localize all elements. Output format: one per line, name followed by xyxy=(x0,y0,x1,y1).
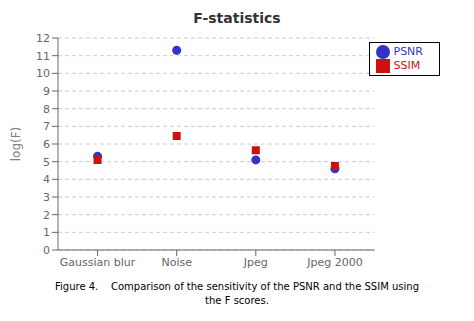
html-text:F-statistics: F-statistics xyxy=(193,10,281,26)
svg-text:5: 5 xyxy=(43,156,50,169)
svg-text:Gaussian blur: Gaussian blur xyxy=(60,256,136,269)
svg-text:10: 10 xyxy=(36,67,50,80)
svg-text:7: 7 xyxy=(43,120,50,133)
svg-text:3: 3 xyxy=(43,191,50,204)
html-text:SSIM: SSIM xyxy=(393,59,421,72)
svg-text:11: 11 xyxy=(36,50,50,63)
svg-text:Noise: Noise xyxy=(161,256,192,269)
svg-text:Jpeg 2000: Jpeg 2000 xyxy=(306,256,362,269)
svg-text:log(F): log(F) xyxy=(9,127,23,162)
svg-text:9: 9 xyxy=(43,85,50,98)
html-text:Figure 4. Comparison of the se: Figure 4. Comparison of the sensitivity … xyxy=(55,281,419,292)
svg-text:Jpeg: Jpeg xyxy=(243,256,268,269)
svg-text:2: 2 xyxy=(43,209,50,222)
svg-text:4: 4 xyxy=(43,173,50,186)
svg-text:1: 1 xyxy=(43,226,50,239)
svg-text:8: 8 xyxy=(43,103,50,116)
html-text:the F scores.: the F scores. xyxy=(205,295,269,306)
svg-text:12: 12 xyxy=(36,32,50,45)
svg-text:6: 6 xyxy=(43,138,50,151)
svg-text:0: 0 xyxy=(43,244,50,257)
html-text:PSNR: PSNR xyxy=(393,45,423,58)
